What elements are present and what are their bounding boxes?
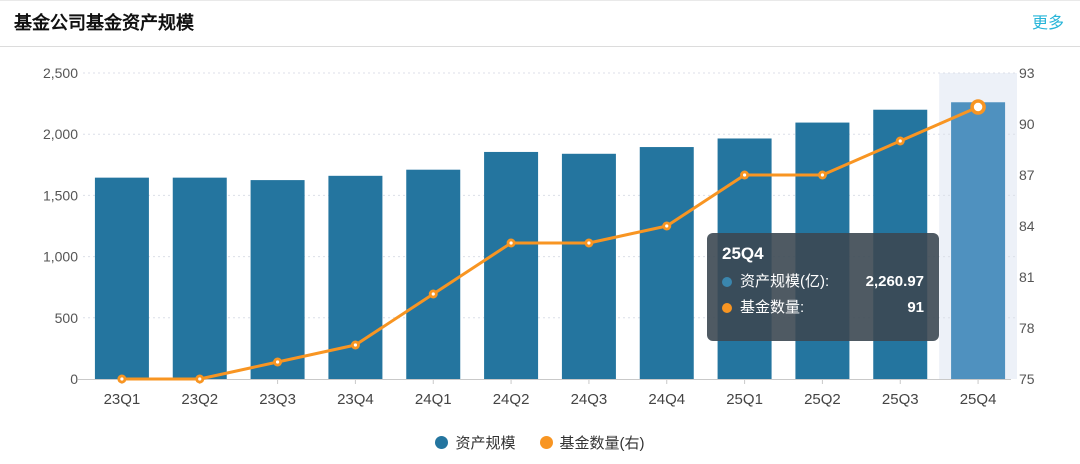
line-marker-center bbox=[742, 173, 747, 177]
x-axis-label: 23Q4 bbox=[337, 391, 374, 408]
right-axis-label: 75 bbox=[1019, 371, 1035, 387]
page-title: 基金公司基金资产规模 bbox=[14, 13, 194, 33]
legend-item-asset-scale[interactable]: 资产规模 bbox=[435, 432, 516, 453]
line-marker-center bbox=[820, 173, 825, 177]
x-axis-label: 23Q1 bbox=[104, 391, 141, 408]
series-dot-icon bbox=[539, 435, 553, 449]
x-axis-label: 24Q2 bbox=[493, 391, 530, 408]
left-axis-label: 0 bbox=[70, 371, 78, 387]
left-axis-label: 1,000 bbox=[43, 249, 78, 265]
x-axis-label: 25Q1 bbox=[726, 391, 763, 408]
bar-25Q2[interactable] bbox=[795, 122, 850, 380]
line-marker-center bbox=[198, 377, 202, 381]
x-axis-label: 23Q3 bbox=[259, 391, 296, 408]
left-axis-label: 2,000 bbox=[43, 126, 78, 142]
bar-23Q2[interactable] bbox=[172, 177, 227, 379]
line-marker-center bbox=[509, 241, 513, 245]
series-dot-icon bbox=[435, 435, 449, 449]
left-axis-label: 500 bbox=[55, 310, 79, 326]
more-link[interactable]: 更多 bbox=[1031, 15, 1064, 32]
line-marker-center bbox=[120, 377, 124, 381]
right-axis-label: 78 bbox=[1019, 320, 1035, 336]
right-axis-label: 90 bbox=[1019, 116, 1035, 132]
bar-24Q2[interactable] bbox=[484, 151, 539, 379]
right-axis-label: 81 bbox=[1019, 269, 1035, 285]
x-axis-label: 23Q2 bbox=[181, 391, 218, 408]
left-axis-label: 2,500 bbox=[43, 65, 78, 81]
line-marker-center bbox=[353, 343, 358, 347]
legend-item-fund-count[interactable]: 基金数量(右) bbox=[539, 432, 645, 453]
right-axis-label: 93 bbox=[1019, 65, 1035, 81]
x-axis-label: 24Q3 bbox=[571, 391, 608, 408]
x-axis-label: 25Q2 bbox=[804, 391, 841, 408]
line-marker-center bbox=[665, 224, 669, 228]
legend-label: 资产规模 bbox=[455, 434, 516, 452]
line-marker-center bbox=[898, 139, 902, 143]
line-marker-center bbox=[431, 292, 435, 296]
x-axis-label: 24Q1 bbox=[415, 391, 452, 408]
bar-23Q3[interactable] bbox=[250, 180, 305, 379]
line-series bbox=[121, 105, 979, 381]
x-axis-label: 25Q3 bbox=[882, 391, 919, 408]
bar-24Q1[interactable] bbox=[406, 169, 461, 379]
left-axis-label: 1,500 bbox=[43, 187, 78, 203]
x-axis-label: 24Q4 bbox=[648, 391, 685, 408]
bar-25Q4[interactable] bbox=[951, 102, 1006, 380]
chart-legend: 资产规模 基金数量(右) bbox=[0, 429, 1080, 455]
x-axis-label: 25Q4 bbox=[960, 391, 997, 408]
right-axis-label: 84 bbox=[1019, 218, 1035, 234]
line-marker-center bbox=[587, 241, 591, 245]
line-marker-center bbox=[275, 360, 280, 364]
line-marker-active bbox=[970, 99, 986, 115]
bar-24Q4[interactable] bbox=[639, 147, 694, 379]
card-header: 基金公司基金资产规模 更多 bbox=[0, 1, 1080, 47]
legend-label: 基金数量(右) bbox=[559, 434, 645, 452]
right-axis-label: 87 bbox=[1019, 167, 1035, 183]
bar-24Q3[interactable] bbox=[561, 153, 616, 379]
bar-23Q1[interactable] bbox=[94, 177, 149, 379]
